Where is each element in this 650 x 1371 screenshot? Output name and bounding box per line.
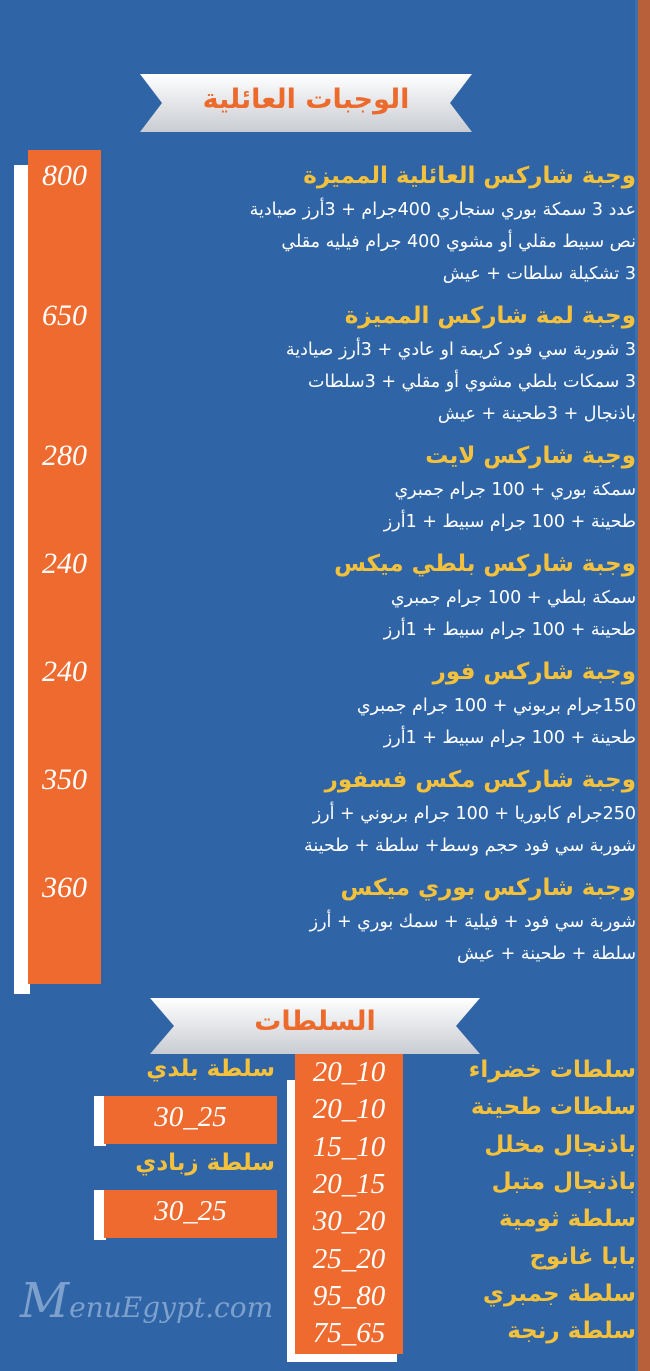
- salad-name: بابا غانوج: [529, 1243, 636, 1270]
- meal-item: 240 وجبة شاركس بلطي ميكس سمكة بلطي + 100 ج…: [42, 546, 636, 646]
- meal-price: 360: [42, 871, 87, 904]
- meal-description-line: 3 تشكيلة سلطات + عيش: [442, 264, 636, 284]
- salad-price: 20_15: [312, 1167, 386, 1200]
- family-meals-list: 800 وجبة شاركس العائلية المميزة عدد 3 سمكة…: [14, 150, 636, 994]
- salad-name: سلطة جمبري: [482, 1280, 636, 1307]
- salad-price-box-edge: [94, 1096, 106, 1146]
- meal-description-line: 250جرام كابوريا + 100 جرام بربوني + أرز: [312, 804, 636, 824]
- salad-price: 20_10: [312, 1056, 386, 1088]
- salad-name: سلطة زبادي: [135, 1150, 275, 1176]
- family-meals-banner: الوجبات العائلية: [140, 74, 472, 132]
- meal-price: 350: [42, 763, 87, 796]
- salad-price: 30_20: [312, 1205, 386, 1238]
- salad-name: سلطة ثومية: [498, 1206, 636, 1233]
- salads-banner: السلطات: [150, 998, 480, 1054]
- meal-description-line: نص سبيط مقلي أو مشوي 400 جرام فيليه مقلي: [281, 232, 636, 252]
- meal-price: 800: [42, 159, 87, 192]
- salad-price: 30_25: [154, 1101, 227, 1133]
- meal-price: 240: [42, 547, 87, 580]
- meal-item: 240 وجبة شاركس فور 150جرام بربوني + 100 جر…: [42, 654, 636, 754]
- meal-name: وجبة شاركس فور: [432, 659, 636, 685]
- meal-description-line: طحينة + 100 جرام سبيط + 1أرز: [383, 620, 636, 640]
- salad-price-column: [295, 1054, 403, 1354]
- watermark: MenuEgypt.com: [20, 1273, 274, 1329]
- meal-name: وجبة لمة شاركس المميزة: [344, 303, 636, 329]
- meal-price: 240: [42, 655, 87, 688]
- meal-description-line: 150جرام بربوني + 100 جرام جمبري: [356, 696, 636, 716]
- meal-description-line: شوربة سي فود حجم وسط+ سلطة + طحينة: [304, 836, 636, 856]
- meal-description-line: 3 شوربة سي فود كريمة او عادي + 3أرز صياد…: [285, 340, 636, 360]
- meal-description-line: طحينة + 100 جرام سبيط + 1أرز: [383, 512, 636, 532]
- meal-description-line: شوربة سي فود + فيلية + سمك بوري + أرز: [309, 912, 636, 932]
- meal-price: 280: [42, 439, 87, 472]
- salad-name: باذنجال مخلل: [484, 1131, 636, 1158]
- meal-price: 650: [42, 299, 87, 332]
- meal-name: وجبة شاركس مكس فسفور: [324, 767, 636, 793]
- meal-description-line: عدد 3 سمكة بوري سنجاري 400جرام + 3أرز صي…: [249, 200, 636, 220]
- meal-description-line: باذنجال + 3طحينة + عيش: [437, 404, 636, 424]
- salad-price: 75_65: [312, 1317, 386, 1350]
- salad-price-box: [104, 1190, 277, 1238]
- meal-description-line: 3 سمكات بلطي مشوي أو مقلي + 3سلطات: [307, 372, 636, 392]
- salads-heading: السلطات: [254, 1006, 376, 1037]
- meal-name: وجبة شاركس بوري ميكس: [340, 875, 636, 901]
- salad-name: سلطات طحينة: [470, 1094, 636, 1121]
- meal-description-line: سلطة + طحينة + عيش: [457, 944, 636, 964]
- salads-section: السلطات سلطات خضراء 20_10 سلطات طحينة 20_10…: [0, 998, 650, 1368]
- salad-price: 95_80: [312, 1279, 386, 1312]
- salad-price: 30_25: [154, 1195, 227, 1227]
- family-meals-heading: الوجبات العائلية: [202, 84, 410, 115]
- salad-name: سلطة رنجة: [507, 1318, 636, 1345]
- meal-name: وجبة شاركس بلطي ميكس: [334, 551, 636, 577]
- salad-price-box-edge: [94, 1190, 106, 1240]
- meal-item: 350 وجبة شاركس مكس فسفور 250جرام كابوريا +…: [42, 762, 636, 862]
- salad-name: باذنجال متبل: [491, 1168, 636, 1195]
- meal-item: 280 وجبة شاركس لايت سمكة بوري + 100 جرام ج…: [42, 438, 636, 538]
- meal-description-line: سمكة بوري + 100 جرام جمبري: [394, 480, 636, 500]
- salad-name: سلطات خضراء: [468, 1057, 636, 1083]
- salad-price-box: [104, 1096, 277, 1144]
- salad-price: 25_20: [312, 1242, 386, 1275]
- meal-item: 650 وجبة لمة شاركس المميزة 3 شوربة سي فود …: [42, 298, 636, 430]
- meal-item: 360 وجبة شاركس بوري ميكس شوربة سي فود + في…: [42, 870, 636, 970]
- salad-name: سلطة بلدي: [146, 1056, 275, 1082]
- watermark-initial: M: [20, 1273, 70, 1329]
- salad-price: 15_10: [312, 1130, 386, 1163]
- meal-item: 800 وجبة شاركس العائلية المميزة عدد 3 سمكة…: [42, 158, 636, 290]
- meal-description-line: طحينة + 100 جرام سبيط + 1أرز: [383, 728, 636, 748]
- right-edge-stripe: [638, 0, 650, 1371]
- meal-description-line: سمكة بلطي + 100 جرام جمبري: [390, 588, 636, 608]
- meal-name: وجبة شاركس لايت: [425, 443, 636, 469]
- meal-name: وجبة شاركس العائلية المميزة: [303, 163, 636, 189]
- salad-price: 20_10: [312, 1093, 386, 1126]
- right-edge-line: [635, 0, 638, 1371]
